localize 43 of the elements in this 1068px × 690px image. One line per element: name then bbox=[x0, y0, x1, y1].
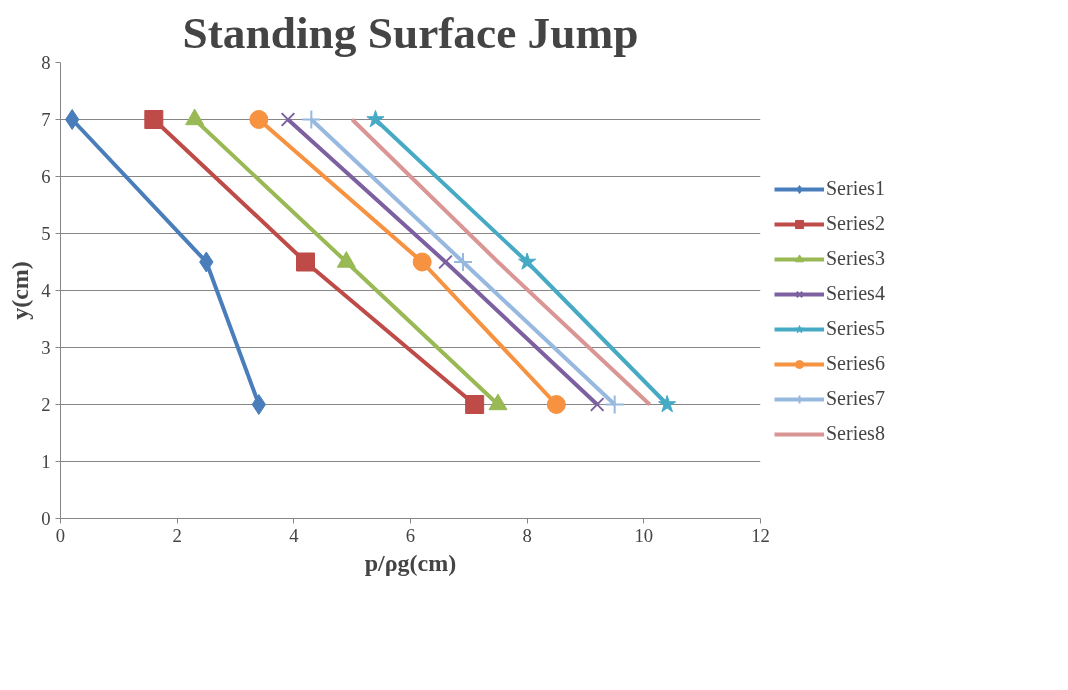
legend-label: Series1 bbox=[826, 177, 885, 200]
legend-label: Series3 bbox=[826, 247, 885, 270]
legend-label: Series8 bbox=[826, 422, 885, 445]
x-tick-label: 4 bbox=[289, 524, 300, 546]
y-tick-label: 0 bbox=[41, 508, 51, 529]
x-axis-title: p/ρg(cm) bbox=[364, 549, 457, 576]
y-tick-label: 7 bbox=[41, 109, 51, 130]
legend-label: Series7 bbox=[826, 387, 885, 410]
point bbox=[546, 395, 566, 414]
y-tick-label: 5 bbox=[41, 223, 51, 244]
x-tick-label: 8 bbox=[522, 524, 532, 546]
legend-label: Series2 bbox=[826, 212, 885, 235]
point bbox=[604, 394, 625, 415]
point bbox=[296, 252, 315, 272]
point bbox=[438, 254, 453, 270]
x-tick-label: 0 bbox=[55, 524, 66, 546]
point bbox=[465, 395, 485, 414]
legend-label: Series5 bbox=[826, 317, 885, 340]
point bbox=[412, 252, 432, 272]
legend-label: Series4 bbox=[826, 282, 885, 305]
point bbox=[658, 395, 677, 413]
point bbox=[249, 110, 269, 129]
y-tick-label: 1 bbox=[41, 451, 51, 472]
y-tick-label: 3 bbox=[41, 337, 51, 358]
point bbox=[144, 110, 164, 129]
y-tick-label: 2 bbox=[41, 394, 51, 415]
chart-title: Standing Surface Jump bbox=[182, 7, 639, 58]
point bbox=[301, 109, 322, 130]
point bbox=[589, 397, 605, 412]
point bbox=[251, 394, 266, 415]
x-tick-label: 6 bbox=[405, 524, 416, 546]
y-tick-label: 6 bbox=[41, 166, 51, 187]
y-tick-label: 4 bbox=[41, 280, 52, 301]
y-tick-label: 8 bbox=[41, 52, 51, 73]
x-tick-label: 2 bbox=[172, 524, 182, 546]
point bbox=[280, 112, 296, 127]
y-axis-title: y(cm) bbox=[7, 261, 34, 320]
point bbox=[518, 252, 537, 270]
legend-label: Series6 bbox=[826, 352, 885, 375]
point bbox=[65, 109, 80, 130]
point bbox=[366, 110, 385, 128]
x-tick-label: 10 bbox=[634, 524, 654, 546]
x-tick-label: 12 bbox=[751, 524, 770, 546]
